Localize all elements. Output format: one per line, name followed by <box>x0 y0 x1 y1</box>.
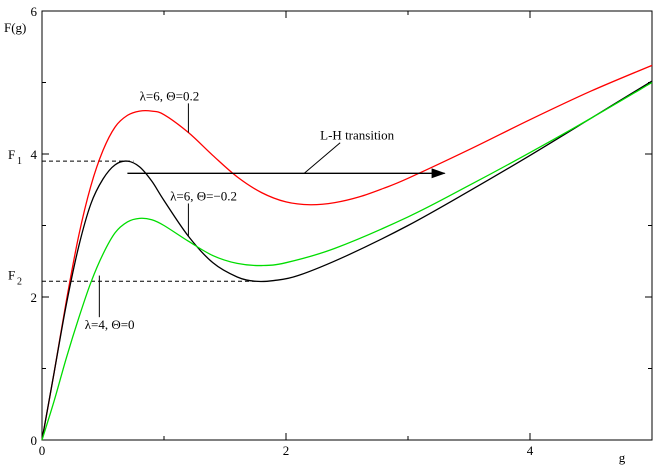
annotations-layer: L-H transition λ=6, Θ=0.2 λ=6, Θ=−0.2 λ=4, … <box>85 88 446 332</box>
annotation-label-4: λ=4, Θ=0 <box>85 317 135 332</box>
x-axis-label: g <box>619 450 626 465</box>
reference-label-sub-2: 2 <box>17 276 22 287</box>
x-tick-label: 2 <box>283 443 290 458</box>
annotation-label-1: L-H transition <box>320 128 395 143</box>
reference-label-sub-1: 1 <box>17 156 22 167</box>
x-tick-label: 0 <box>39 443 46 458</box>
annotation-label-2: λ=6, Θ=0.2 <box>140 88 200 103</box>
axes-layer: 0 2 4 0 2 4 6 g F(g) <box>4 4 653 465</box>
series-line-3 <box>41 81 653 441</box>
series-layer <box>41 64 653 441</box>
reference-lines-layer: F 1F 2 <box>8 147 256 287</box>
reference-label-2: F <box>8 267 15 282</box>
x-tick-label: 4 <box>527 443 534 458</box>
y-axis-label: F(g) <box>4 20 26 35</box>
reference-label-1: F <box>8 147 15 162</box>
series-line-1 <box>41 64 653 441</box>
plot-frame <box>41 10 653 441</box>
y-tick-label: 4 <box>31 147 38 162</box>
series-line-2 <box>41 80 653 441</box>
annotation-label-3: λ=6, Θ=−0.2 <box>170 188 237 203</box>
y-tick-label: 0 <box>31 433 38 448</box>
annotation-pointer-1 <box>303 142 341 174</box>
y-tick-label: 2 <box>31 290 38 305</box>
y-tick-label: 6 <box>31 4 38 19</box>
